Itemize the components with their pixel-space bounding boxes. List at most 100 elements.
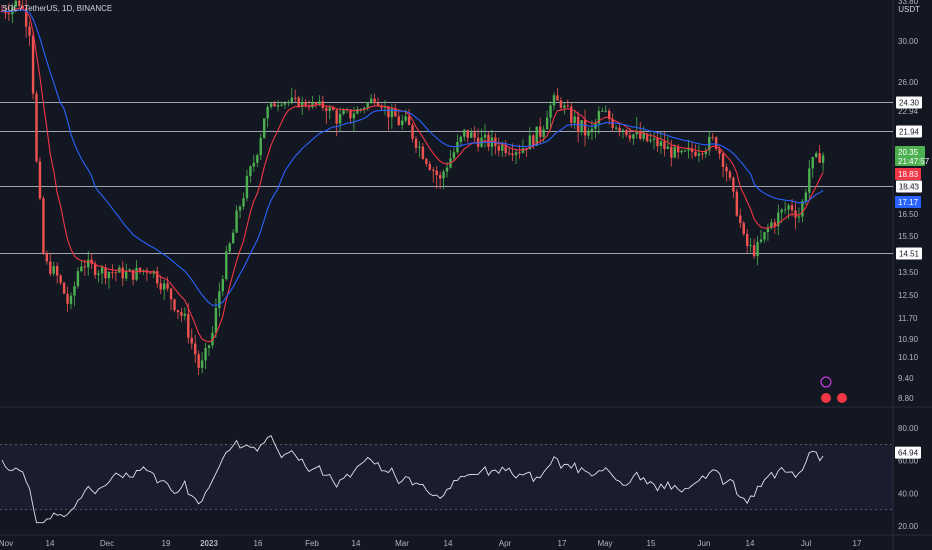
candle-body	[787, 205, 790, 210]
candle-body	[269, 103, 273, 107]
candle-body	[18, 0, 21, 6]
candle-body	[808, 168, 811, 193]
candle-body	[190, 337, 193, 344]
candle-body	[225, 251, 228, 280]
candle-body	[780, 209, 783, 213]
time-tick-label: Nov	[0, 539, 13, 548]
ema-slow-tag	[895, 196, 921, 208]
candle-body	[407, 116, 411, 126]
candle-body	[759, 239, 763, 242]
candle-body	[169, 288, 173, 300]
candle-body	[608, 110, 611, 120]
candle-body	[683, 150, 687, 152]
candle-body	[511, 153, 514, 156]
candle-body	[114, 272, 118, 274]
symbol-header[interactable]: SOL / TetherUS, 1D, BINANCE	[2, 4, 113, 13]
candle-body	[542, 129, 545, 137]
candle-body	[363, 107, 366, 110]
candle-body	[401, 120, 404, 126]
candle-body	[176, 310, 180, 313]
candle-body	[83, 266, 86, 268]
price-tick-label: 8.80	[898, 394, 914, 403]
candle-body	[204, 348, 207, 361]
candle-body	[87, 259, 90, 268]
candle-body	[425, 159, 428, 164]
candle-body	[514, 152, 518, 156]
price-tick-label: 33.80	[898, 0, 919, 6]
candle-body	[256, 155, 259, 163]
candle-body	[463, 129, 466, 137]
level-tag-label: 21.94	[899, 128, 920, 137]
candle-body	[207, 345, 211, 349]
candle-body	[604, 110, 607, 112]
candle-body	[539, 126, 542, 137]
candle-body	[290, 97, 293, 103]
ema-fast-tag	[895, 168, 921, 180]
horizontal-levels[interactable]: 24.30 21.94 18.43 14.51	[0, 96, 922, 260]
last-price-tag	[895, 146, 925, 166]
candle-body	[783, 209, 787, 211]
candle-body	[252, 162, 256, 167]
price-tick-label: 10.90	[898, 335, 919, 344]
candle-body	[452, 152, 456, 159]
candle-body	[652, 138, 656, 140]
candle-body	[618, 127, 621, 131]
candle-body	[318, 101, 321, 105]
candle-body	[697, 153, 701, 156]
time-tick-label: Mar	[395, 539, 409, 548]
candle-body	[135, 267, 138, 280]
candle-body	[149, 272, 152, 274]
rsi-tick-label: 40.00	[898, 489, 919, 498]
time-tick-label: 14	[352, 539, 361, 548]
candle-body	[421, 146, 425, 160]
candle-body	[507, 153, 511, 155]
candle-body	[366, 103, 369, 108]
candle-body	[801, 200, 804, 217]
candle-body	[28, 26, 31, 36]
event-icons[interactable]	[820, 376, 847, 403]
rsi-band	[0, 444, 893, 510]
candle-body	[280, 104, 283, 106]
candle-body	[52, 266, 55, 274]
candle-body	[459, 136, 463, 142]
candle-body	[80, 266, 83, 272]
flash-event-icon	[820, 376, 832, 388]
candle-body	[276, 104, 280, 107]
candle-body	[677, 147, 680, 153]
rsi-tick-label: 20.00	[898, 522, 919, 531]
candle-body	[566, 105, 569, 107]
candle-body	[580, 120, 583, 132]
candle-body	[666, 146, 670, 150]
candle-body	[777, 212, 780, 227]
candle-body	[297, 97, 300, 108]
candle-body	[373, 98, 376, 104]
rsi-value-label: 64.94	[898, 449, 919, 458]
candle-body	[376, 103, 380, 106]
candle-body	[359, 109, 362, 111]
candle-body	[104, 267, 107, 279]
price-tick-label: 9.40	[898, 374, 914, 383]
candle-body	[245, 175, 249, 199]
time-tick-label: Feb	[305, 539, 319, 548]
candle-body	[24, 8, 28, 27]
time-axis[interactable]: Nov 14 Dec 19 2023 16 Feb 14 Mar 14 Apr 17 May 15 Jun 1…	[0, 539, 862, 548]
candle-body	[4, 11, 7, 14]
candle-body	[231, 232, 235, 244]
candle-body	[332, 107, 335, 111]
candle-body	[131, 269, 135, 280]
candle-body	[563, 105, 566, 108]
candle-body	[352, 113, 356, 119]
time-tick-label: 19	[162, 539, 171, 548]
price-axis[interactable]: 30.00 26.00 22.94 20.35 18.43 16.50 15.50 13.50…	[895, 0, 930, 531]
candle-body	[742, 222, 745, 234]
candle-body	[535, 126, 538, 146]
candle-body	[238, 206, 242, 211]
candle-body	[107, 271, 111, 279]
candle-body	[770, 222, 773, 228]
candle-body	[556, 95, 559, 101]
candle-body	[497, 146, 500, 151]
candle-body	[166, 283, 169, 289]
time-tick-label: Apr	[499, 539, 512, 548]
level-tag	[896, 180, 922, 193]
